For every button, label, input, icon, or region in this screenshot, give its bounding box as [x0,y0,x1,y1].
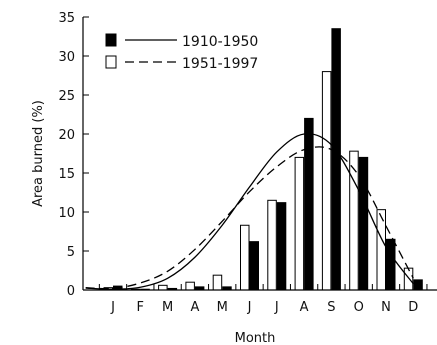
bar-1951-1997 [158,284,168,291]
x-tick-label: M [162,300,173,315]
y-tick-label: 20 [58,128,75,143]
bar-1951-1997 [403,267,414,291]
y-tick-label: 10 [58,206,75,221]
legend-swatch-1951-1997 [105,55,117,69]
bar-1951-1997 [321,71,332,291]
bar-1910-1950 [249,241,259,291]
y-tick-label: 0 [67,284,75,299]
x-tick-label: A [300,300,309,315]
bar-1951-1997 [240,224,250,291]
legend: 1910-1950 1951-1997 [105,33,258,72]
y-axis-title: Area burned (%) [31,100,46,207]
x-tick-label: N [381,300,391,315]
y-tick-label: 5 [67,245,75,260]
legend-swatch-1910-1950 [105,33,117,47]
bar-1910-1950 [413,279,423,291]
bar-1951-1997 [349,150,359,291]
curve-1951-1997 [85,146,414,290]
bar-1951-1997 [294,156,305,291]
bar-1910-1950 [304,117,314,291]
bar-1951-1997 [212,274,223,291]
y-tick-label: 25 [58,89,75,104]
x-tick-label: J [274,300,279,315]
x-tick-label: M [217,300,228,315]
legend-label-1910-1950: 1910-1950 [182,34,258,50]
bar-1910-1950 [331,28,341,291]
x-tick-label: F [137,300,144,315]
legend-label-1951-1997: 1951-1997 [182,56,258,72]
plot-area [85,28,423,291]
y-tick-label: 15 [58,167,75,182]
bar-1951-1997 [376,209,386,291]
x-tick-label: J [247,300,252,315]
y-tick-label: 35 [58,11,75,26]
bar-1910-1950 [276,202,287,291]
x-tick-label: A [190,300,199,315]
bar-1951-1997 [185,281,195,291]
bar-1910-1950 [386,238,396,291]
bar-1951-1997 [267,199,277,291]
curve-1910-1950 [85,133,414,290]
x-tick-label: O [354,300,364,315]
x-axis-title: Month [235,331,276,345]
axes: 0 5 10 15 20 25 30 35 J F M A M J J A S O N D Month Area burn… [31,11,437,345]
x-tick-label: D [408,300,418,315]
x-tick-label: J [110,300,115,315]
y-tick-label: 30 [58,50,75,65]
x-tick-label: S [327,300,335,315]
